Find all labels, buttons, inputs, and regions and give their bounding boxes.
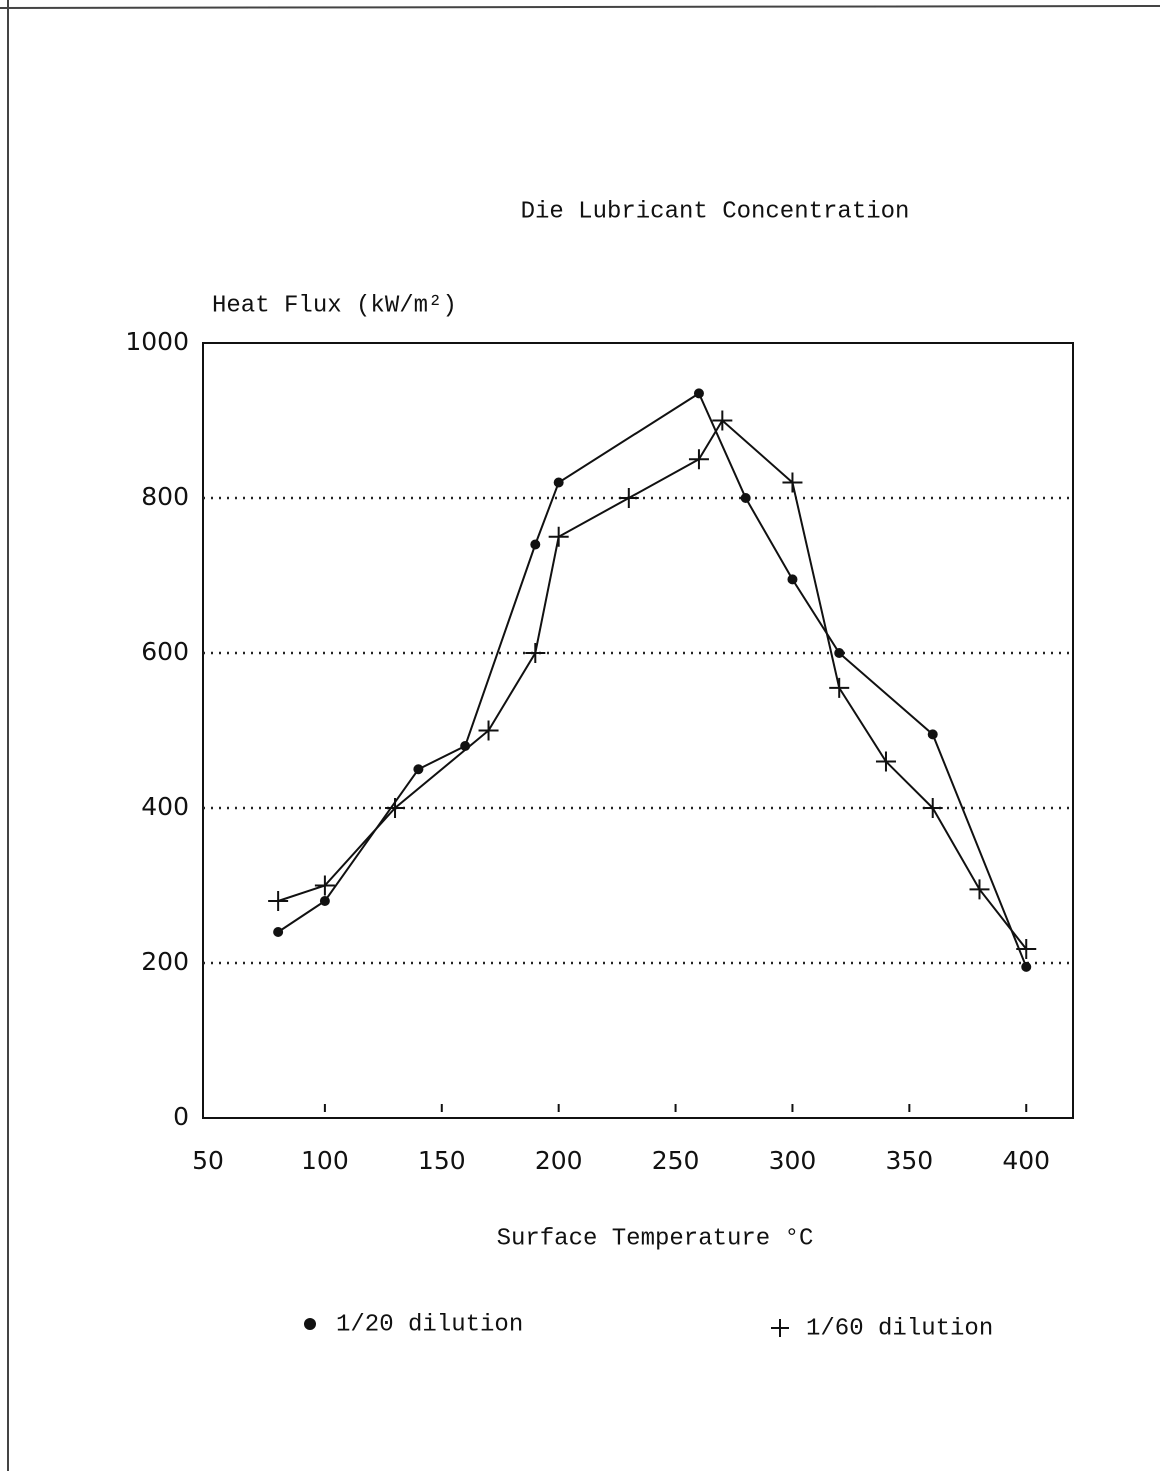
point (922, 798, 943, 818)
point (693, 388, 704, 399)
y-tick-label: 1000 (125, 327, 189, 356)
point (525, 643, 546, 663)
point (782, 472, 803, 493)
legend-marker (771, 1319, 789, 1337)
point (969, 879, 990, 900)
point (314, 875, 335, 896)
point (834, 648, 845, 658)
point (478, 720, 499, 741)
point (712, 410, 733, 431)
x-tick-label: 50 (192, 1146, 224, 1175)
point (829, 677, 850, 698)
point (273, 927, 284, 937)
point (1016, 939, 1037, 960)
point (1021, 961, 1032, 972)
point (385, 798, 406, 818)
point (319, 896, 330, 906)
y-tick-label: 200 (141, 947, 189, 976)
x-tick-label: 400 (1002, 1146, 1050, 1175)
point (548, 526, 569, 547)
point (553, 477, 564, 488)
y-tick-label: 800 (141, 482, 189, 511)
point (927, 729, 938, 740)
point (618, 488, 639, 508)
y-tick-label: 400 (141, 792, 189, 821)
legend-marker (304, 1318, 316, 1330)
x-tick-label: 250 (652, 1146, 700, 1175)
y-tick-label: 0 (173, 1102, 189, 1131)
series-line (277, 418, 1028, 950)
x-tick-label: 200 (535, 1146, 583, 1175)
series-line (277, 391, 1028, 968)
legend-label: 1/60 dilution (806, 1315, 993, 1342)
page-edge (0, 5, 1160, 9)
x-tick-label: 100 (301, 1146, 349, 1175)
point (530, 539, 541, 550)
point (740, 493, 751, 503)
x-tick-label: 350 (885, 1146, 933, 1175)
point (875, 751, 896, 772)
chart-title: Die Lubricant Concentration (521, 198, 910, 225)
point (268, 891, 289, 911)
point (413, 764, 424, 775)
y-axis-label: Heat Flux (kW/m²) (212, 292, 457, 319)
legend-label: 1/20 dilution (336, 1311, 523, 1338)
x-tick-label: 150 (418, 1146, 466, 1175)
point (688, 449, 709, 470)
y-tick-label: 600 (141, 637, 189, 666)
x-axis-label: Surface Temperature °C (497, 1225, 814, 1252)
plot-frame (202, 342, 1074, 1119)
point (787, 574, 798, 585)
x-tick-label: 300 (769, 1146, 817, 1175)
